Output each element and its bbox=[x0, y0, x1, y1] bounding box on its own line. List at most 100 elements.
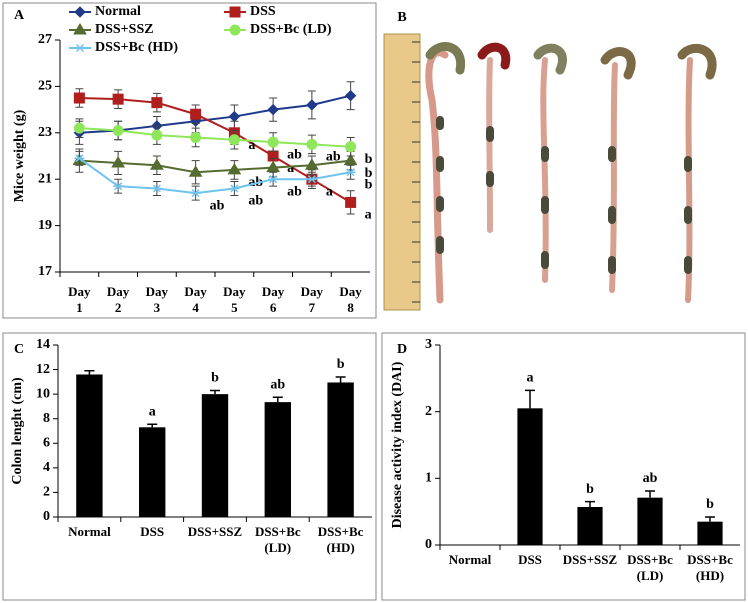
series-line bbox=[79, 127, 351, 148]
bar bbox=[139, 427, 166, 517]
error-bar bbox=[147, 423, 158, 428]
significance-letter: b bbox=[337, 357, 345, 372]
colon-photo: B bbox=[383, 10, 717, 311]
point bbox=[228, 110, 241, 123]
bar bbox=[76, 374, 103, 517]
x-tick-label-box: DSS+Bc (HD) bbox=[318, 524, 364, 555]
y-tick-label: 2 bbox=[43, 485, 50, 500]
panel-d-frame bbox=[381, 332, 746, 601]
y-tick-label: 23 bbox=[38, 125, 52, 140]
panel-label: C bbox=[14, 342, 24, 357]
series-line bbox=[79, 97, 352, 204]
y-tick-label: 6 bbox=[43, 436, 50, 451]
y-tick-label: 12 bbox=[36, 362, 50, 377]
ruler-ticks bbox=[412, 41, 420, 303]
point bbox=[73, 92, 85, 104]
point bbox=[306, 99, 318, 111]
bar bbox=[637, 497, 663, 545]
point bbox=[343, 153, 358, 166]
point bbox=[267, 136, 279, 148]
point bbox=[113, 182, 124, 191]
significance-letter: ab bbox=[287, 147, 302, 162]
y-axis-label: Mice weight (g) bbox=[12, 109, 27, 202]
point bbox=[190, 131, 202, 143]
x-tick-label: Day 7 bbox=[300, 284, 324, 315]
series-line bbox=[79, 94, 351, 134]
y-tick-label: 19 bbox=[38, 218, 52, 233]
bar bbox=[697, 521, 723, 545]
x-tick-label-box: Day 1 bbox=[68, 284, 90, 315]
x-tick-label-box: Day 7 bbox=[300, 284, 324, 315]
point bbox=[304, 158, 319, 170]
point bbox=[190, 108, 202, 120]
point bbox=[74, 6, 86, 18]
y-tick-label: 1 bbox=[425, 471, 432, 486]
y-tick-label: 4 bbox=[43, 460, 50, 475]
x-tick-label-box: Day 8 bbox=[339, 284, 362, 315]
x-tick-label: DSS+Bc (LD) bbox=[254, 524, 301, 555]
point bbox=[190, 189, 201, 198]
ruler bbox=[383, 33, 421, 311]
point bbox=[345, 196, 357, 208]
x-tick-label: DSS+Bc (LD) bbox=[627, 552, 673, 583]
panel-label: D bbox=[397, 342, 407, 357]
point bbox=[345, 168, 356, 177]
y-tick-label: 21 bbox=[38, 171, 52, 186]
significance-letter: a bbox=[287, 161, 294, 176]
x-tick-label: Day 4 bbox=[184, 284, 207, 315]
y-tick-label: 25 bbox=[38, 79, 52, 94]
bar bbox=[577, 507, 603, 545]
significance-letter: b bbox=[586, 482, 594, 497]
x-tick-label-box: DSS bbox=[140, 524, 165, 539]
x-tick-label-box: Day 4 bbox=[184, 284, 207, 315]
point bbox=[229, 184, 240, 193]
y-tick-label: 27 bbox=[38, 32, 52, 47]
y-tick-label: 10 bbox=[36, 386, 50, 401]
y-tick-label: 2 bbox=[425, 404, 432, 419]
point bbox=[228, 134, 240, 146]
y-tick-label: 14 bbox=[36, 337, 50, 352]
panel-c-frame bbox=[2, 332, 377, 601]
colons bbox=[425, 42, 717, 304]
point bbox=[306, 175, 317, 184]
x-tick-label: Day 5 bbox=[223, 284, 246, 315]
significance-letter: b bbox=[706, 497, 714, 512]
significance-letter: a bbox=[365, 208, 372, 223]
legend-label: Normal bbox=[95, 4, 141, 19]
significance-letter: b bbox=[365, 177, 373, 192]
x-tick-label: Day 3 bbox=[145, 284, 169, 315]
point bbox=[229, 6, 241, 18]
point bbox=[112, 93, 124, 105]
significance-letter: ab bbox=[210, 198, 225, 213]
y-axis-label: Disease activity index (DAI) bbox=[390, 361, 405, 528]
point bbox=[75, 43, 85, 53]
y-tick-label: 8 bbox=[43, 411, 50, 426]
point bbox=[73, 23, 87, 35]
error-bar bbox=[272, 396, 283, 403]
error-bar bbox=[585, 500, 595, 507]
x-tick-label: DSS+SSZ bbox=[187, 524, 243, 539]
legend-label: DSS+Bc (HD) bbox=[95, 40, 178, 55]
x-tick-label-box: DSS+Bc (HD) bbox=[687, 552, 733, 583]
x-tick-label-box: DSS+Bc (LD) bbox=[627, 552, 673, 583]
x-tick-label: DSS bbox=[140, 524, 165, 539]
x-tick-label-box: Day 5 bbox=[223, 284, 246, 315]
x-tick-label-box: DSS bbox=[518, 552, 542, 567]
x-tick-label-box: Normal bbox=[449, 552, 492, 567]
point bbox=[188, 165, 203, 177]
point bbox=[151, 184, 162, 193]
x-tick-label: Day 8 bbox=[339, 284, 362, 315]
error-bar bbox=[335, 376, 346, 383]
significance-letter: b bbox=[365, 152, 373, 167]
point bbox=[111, 155, 126, 168]
y-tick-label: 0 bbox=[43, 509, 50, 524]
significance-letter: ab bbox=[326, 150, 341, 165]
x-tick-label: Day 2 bbox=[106, 284, 130, 315]
y-tick-label: 0 bbox=[425, 537, 432, 552]
significance-letter: b bbox=[211, 371, 219, 386]
significance-letter: ab bbox=[643, 471, 658, 486]
panel-label: B bbox=[397, 10, 406, 25]
x-tick-label: DSS bbox=[518, 552, 542, 567]
error-bar bbox=[705, 516, 715, 522]
